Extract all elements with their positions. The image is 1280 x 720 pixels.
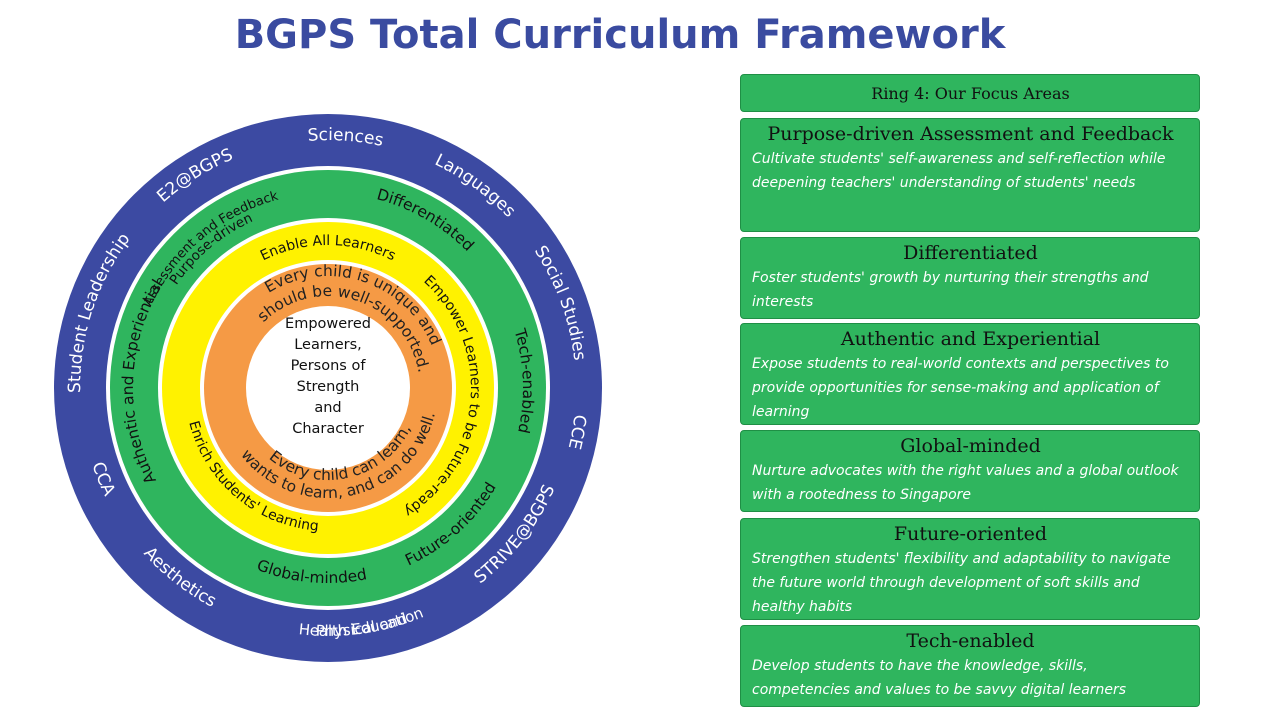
- focus-card-global: Global-minded Nurture advocates with the…: [740, 430, 1200, 512]
- svg-text:Persons of: Persons of: [291, 358, 367, 374]
- card-description: Cultivate students' self-awareness and s…: [752, 151, 1166, 191]
- svg-text:Empowered: Empowered: [285, 316, 371, 332]
- card-heading: Future-oriented: [893, 523, 1048, 545]
- card-description: Foster students' growth by nurturing the…: [752, 270, 1149, 310]
- svg-text:and: and: [314, 400, 341, 416]
- card-heading: Purpose-driven Assessment and Feedback: [767, 123, 1174, 145]
- svg-text:Character: Character: [292, 421, 364, 437]
- page-title: BGPS Total Curriculum Framework: [234, 12, 1006, 58]
- card-heading: Authentic and Experiential: [840, 328, 1101, 350]
- panel-header: Ring 4: Our Focus Areas: [740, 74, 1200, 112]
- card-heading: Tech-enabled: [906, 630, 1035, 652]
- curriculum-wheel: Empowered Learners, Persons of Strength …: [51, 114, 602, 662]
- svg-text:Strength: Strength: [297, 379, 360, 395]
- focus-card-authentic: Authentic and Experiential Expose studen…: [740, 323, 1200, 425]
- focus-card-differentiated: Differentiated Foster students' growth b…: [740, 237, 1200, 319]
- card-description: Nurture advocates with the right values …: [752, 463, 1179, 503]
- card-description: Strengthen students' flexibility and ada…: [752, 551, 1171, 615]
- focus-card-purpose: Purpose-driven Assessment and Feedback C…: [740, 118, 1200, 232]
- card-description: Develop students to have the knowledge, …: [752, 658, 1127, 698]
- panel-header-label: Ring 4: Our Focus Areas: [871, 84, 1070, 103]
- ring-center: [246, 306, 410, 470]
- focus-card-future: Future-oriented Strengthen students' fle…: [740, 518, 1200, 620]
- svg-text:Learners,: Learners,: [294, 337, 362, 353]
- card-heading: Differentiated: [903, 242, 1038, 264]
- focus-card-tech: Tech-enabled Develop students to have th…: [740, 625, 1200, 707]
- card-description: Expose students to real-world contexts a…: [752, 356, 1169, 420]
- card-heading: Global-minded: [900, 435, 1041, 457]
- center-text: Empowered Learners, Persons of Strength …: [285, 316, 371, 437]
